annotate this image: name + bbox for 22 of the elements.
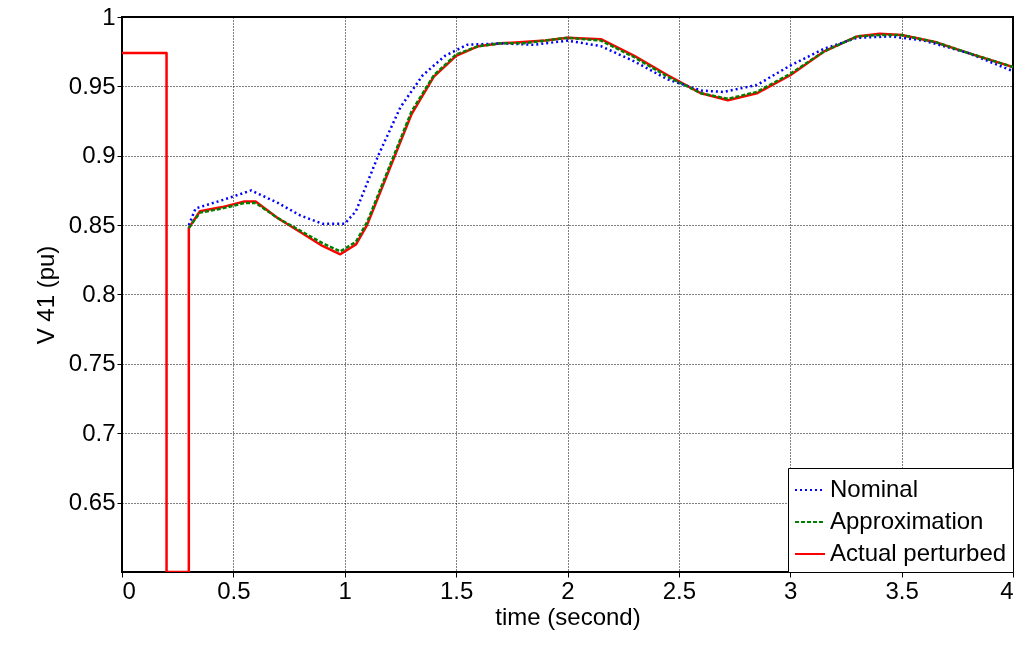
x-tick-label: 1 [338, 576, 352, 604]
x-tick-label: 3 [784, 576, 798, 604]
y-tick-label: 0.75 [68, 349, 116, 377]
x-tick-label: 2 [561, 576, 575, 604]
y-tick-label: 0.95 [68, 71, 116, 99]
y-tick-label: 0.7 [82, 418, 116, 446]
x-tick-label: 4 [1000, 576, 1014, 604]
x-tick-label: 2.5 [662, 576, 697, 604]
legend-label: Actual perturbed [830, 539, 1007, 566]
x-tick-label: 1.5 [439, 576, 474, 604]
x-tick-label: 3.5 [885, 576, 919, 604]
y-tick-label: 1 [102, 2, 116, 30]
x-axis-title: time (second) [495, 602, 641, 630]
y-tick-label: 0.8 [82, 280, 116, 307]
legend-label: Approximation [830, 507, 984, 534]
y-tick-label: 0.9 [82, 141, 116, 169]
y-axis-title: V 41 (pu) [31, 245, 59, 345]
y-tick-label: 0.65 [68, 488, 116, 516]
x-tick-label: 0 [122, 576, 136, 604]
legend-label: Nominal [830, 475, 919, 502]
x-tick-label: 0.5 [217, 576, 251, 604]
y-tick-label: 0.85 [68, 210, 116, 238]
